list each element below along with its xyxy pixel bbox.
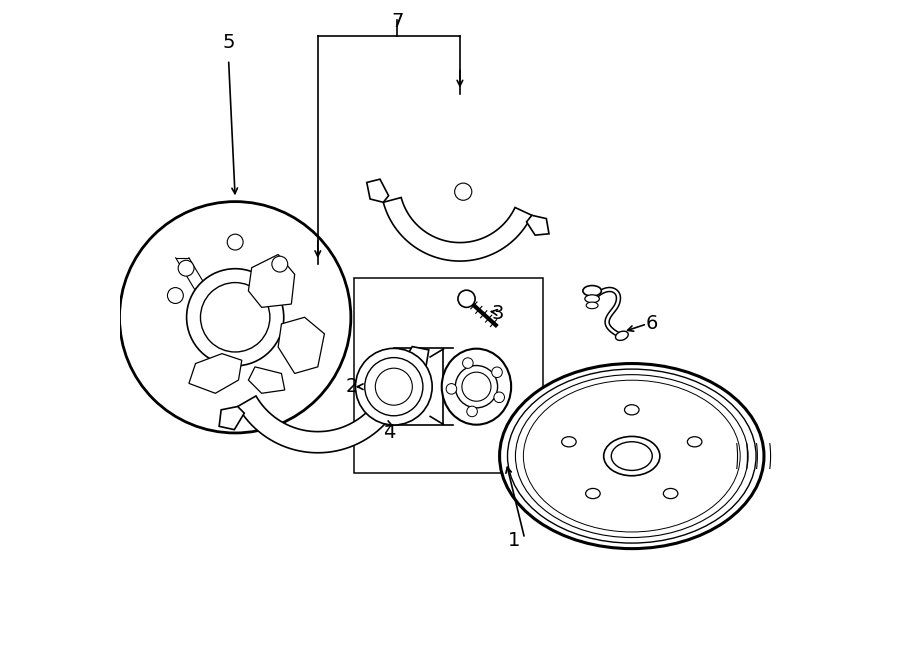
Circle shape xyxy=(446,383,456,394)
Ellipse shape xyxy=(500,364,764,549)
Text: 5: 5 xyxy=(222,34,235,52)
Circle shape xyxy=(494,392,505,403)
Ellipse shape xyxy=(604,436,660,476)
Text: 7: 7 xyxy=(391,12,403,30)
Polygon shape xyxy=(248,367,284,393)
Polygon shape xyxy=(526,215,549,235)
Polygon shape xyxy=(220,407,244,430)
Circle shape xyxy=(491,367,502,377)
Circle shape xyxy=(120,202,351,433)
Circle shape xyxy=(178,260,194,276)
Ellipse shape xyxy=(516,375,748,537)
Ellipse shape xyxy=(524,380,740,532)
Text: 3: 3 xyxy=(491,305,504,323)
Ellipse shape xyxy=(688,437,702,447)
Circle shape xyxy=(454,183,472,200)
Polygon shape xyxy=(238,373,409,453)
Text: 1: 1 xyxy=(508,531,520,550)
Circle shape xyxy=(375,368,412,405)
Ellipse shape xyxy=(663,488,678,498)
Text: 4: 4 xyxy=(383,424,395,442)
Ellipse shape xyxy=(625,405,639,415)
Ellipse shape xyxy=(585,295,599,303)
Polygon shape xyxy=(402,346,428,376)
Circle shape xyxy=(467,406,477,416)
Polygon shape xyxy=(367,179,389,202)
Text: 6: 6 xyxy=(645,315,658,333)
Circle shape xyxy=(227,234,243,250)
Ellipse shape xyxy=(586,302,598,309)
Circle shape xyxy=(201,283,270,352)
Circle shape xyxy=(272,256,288,272)
Ellipse shape xyxy=(583,286,601,296)
Circle shape xyxy=(167,288,184,303)
Circle shape xyxy=(458,290,475,307)
Ellipse shape xyxy=(586,488,600,498)
Polygon shape xyxy=(248,254,294,307)
Ellipse shape xyxy=(442,349,511,424)
Circle shape xyxy=(455,366,498,408)
Polygon shape xyxy=(189,354,242,393)
Ellipse shape xyxy=(611,442,652,471)
Circle shape xyxy=(364,358,423,416)
Text: 2: 2 xyxy=(346,377,358,396)
Circle shape xyxy=(463,358,473,368)
Circle shape xyxy=(356,348,432,425)
Circle shape xyxy=(186,268,284,366)
Bar xyxy=(355,278,543,473)
Ellipse shape xyxy=(508,369,756,543)
Polygon shape xyxy=(278,317,324,373)
Circle shape xyxy=(462,372,491,401)
Ellipse shape xyxy=(616,331,628,340)
Ellipse shape xyxy=(562,437,576,447)
Polygon shape xyxy=(383,198,532,261)
